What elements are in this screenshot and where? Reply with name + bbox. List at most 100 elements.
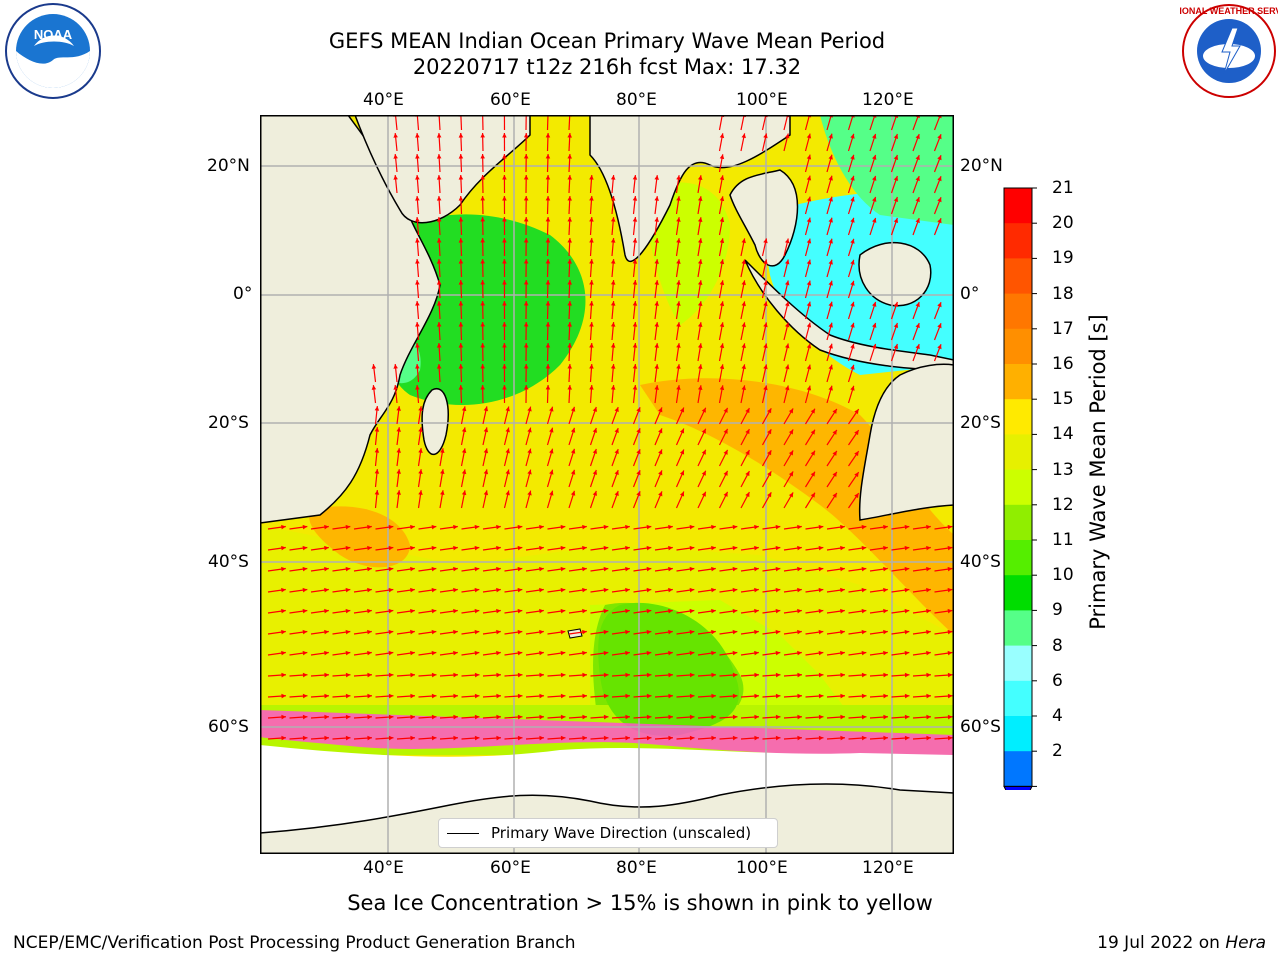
wave-arrow-head <box>345 629 351 635</box>
wave-arrow-head <box>431 693 437 699</box>
wave-arrow-head <box>589 385 594 390</box>
wave-arrow-head <box>904 735 910 741</box>
wave-arrow-head <box>567 280 572 285</box>
wave-arrow-head <box>302 735 308 741</box>
wave-arrow-head <box>603 524 609 530</box>
wave-arrow-head <box>676 343 681 348</box>
wave-arrow-head <box>480 364 485 369</box>
wave-arrow-head <box>701 449 706 455</box>
wave-arrow-head <box>474 714 480 720</box>
wave-arrow-head <box>505 448 510 454</box>
wave-arrow-head <box>893 301 899 307</box>
wave-arrow-head <box>545 301 551 306</box>
wave-arrow-head <box>828 301 833 307</box>
wave-arrow-head <box>396 427 401 432</box>
wave-arrow-head <box>632 343 638 348</box>
svg-text:NOAA: NOAA <box>34 27 73 42</box>
right-lat-tick-20n: 20°N <box>960 156 1003 176</box>
wave-arrow-head <box>570 406 576 412</box>
wave-arrow-head <box>632 259 638 264</box>
left-lat-tick-40s: 40°S <box>208 552 249 572</box>
wave-arrow-head <box>679 428 685 434</box>
wave-arrow-head <box>281 714 286 720</box>
wave-arrow-head <box>614 407 619 413</box>
land-borneo <box>858 241 932 307</box>
colorbar-label: 21 <box>1052 178 1074 198</box>
wave-arrow-head <box>668 693 673 699</box>
wave-arrow-head <box>440 448 445 454</box>
left-lat-tick-0: 0° <box>233 284 253 304</box>
wave-arrow-head <box>560 566 566 572</box>
wave-arrow-head <box>646 587 652 593</box>
wave-arrow-head <box>523 364 529 369</box>
wave-arrow-head <box>785 259 790 265</box>
wave-arrow-head <box>324 629 329 635</box>
wave-arrow-head <box>523 343 529 348</box>
wave-arrow-head <box>415 301 420 306</box>
wave-period-map <box>260 115 954 854</box>
wave-arrow-head <box>840 714 845 720</box>
wave-arrow-head <box>474 545 480 551</box>
colorbar <box>1003 187 1037 790</box>
wave-arrow-head <box>281 629 286 635</box>
wave-arrow-head <box>415 238 420 243</box>
wave-arrow-head <box>549 448 554 454</box>
wave-arrow-head <box>818 545 824 551</box>
wave-arrow-head <box>431 735 437 741</box>
wave-arrow-head <box>947 608 953 614</box>
wave-arrow-head <box>410 608 415 614</box>
wave-arrow-head <box>367 650 372 656</box>
wave-arrow-head <box>374 427 380 432</box>
wave-arrow-head <box>806 133 812 139</box>
wave-arrow-head <box>785 280 790 286</box>
colorbar-label: 2 <box>1052 741 1063 762</box>
wave-arrow-head <box>632 196 638 201</box>
wave-arrow-head <box>539 587 544 593</box>
wave-arrow-head <box>345 672 351 678</box>
wave-arrow-head <box>840 608 845 614</box>
wave-arrow-head <box>797 566 802 572</box>
wave-arrow-head <box>436 259 442 264</box>
wave-arrow-head <box>345 524 351 530</box>
wave-arrow-head <box>458 259 464 264</box>
wave-arrow-head <box>818 650 824 656</box>
wave-arrow-head <box>872 154 877 160</box>
wave-arrow-head <box>668 735 673 741</box>
wave-arrow-head <box>775 545 781 551</box>
wave-arrow-head <box>850 217 855 223</box>
wave-arrow-head <box>393 133 398 138</box>
wave-arrow-head <box>345 735 351 741</box>
wave-arrow-head <box>431 587 437 593</box>
wave-arrow-head <box>697 217 703 223</box>
wave-arrow-head <box>810 471 815 477</box>
wave-arrow-head <box>410 566 415 572</box>
wave-arrow-head <box>937 134 942 140</box>
wave-arrow-head <box>345 587 351 593</box>
wave-arrow-head <box>719 301 725 307</box>
wave-arrow-head <box>697 259 703 265</box>
wave-arrow-head <box>461 406 467 412</box>
wave-arrow-head <box>302 672 308 678</box>
wave-arrow-head <box>324 608 329 614</box>
wave-arrow-head <box>646 608 652 614</box>
wave-arrow-head <box>436 364 442 369</box>
bottom-lon-tick-100: 100°E <box>736 858 788 878</box>
wave-arrow-head <box>545 217 551 222</box>
wave-arrow-head <box>676 259 681 264</box>
wave-arrow-head <box>567 196 572 201</box>
wave-arrow-head <box>763 364 768 370</box>
wave-arrow-head <box>570 448 576 454</box>
wave-arrow-head <box>818 714 824 720</box>
wave-arrow-head <box>545 280 551 285</box>
wave-arrow-head <box>861 524 867 530</box>
colorbar-outline <box>1003 187 1033 787</box>
wave-arrow-head <box>302 650 308 656</box>
wave-arrow-head <box>926 524 931 530</box>
wave-arrow-head <box>893 133 899 139</box>
wave-arrow-head <box>719 322 725 328</box>
wave-arrow-head <box>926 587 931 593</box>
wave-arrow-head <box>374 490 380 495</box>
wave-arrow-head <box>549 427 554 433</box>
zone-green-core <box>598 602 739 736</box>
wave-arrow-head <box>806 196 812 202</box>
